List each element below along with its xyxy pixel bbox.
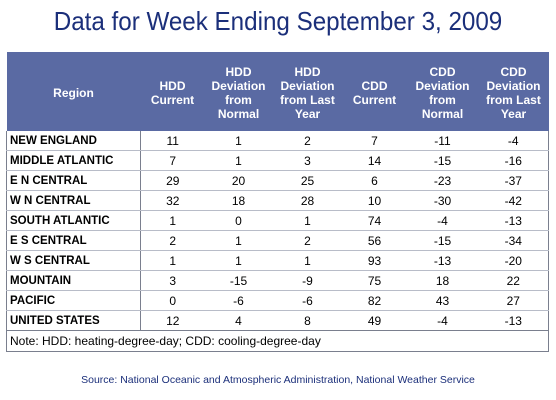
table-cell: -4 bbox=[406, 210, 479, 231]
table-cell: -9 bbox=[272, 270, 343, 291]
column-header: CDD Deviation from Last Year bbox=[478, 52, 549, 131]
table-row: W S CENTRAL 1 1 1 93 -13 -20 bbox=[6, 250, 549, 271]
table-cell: 1 bbox=[272, 210, 343, 231]
table-cell: -20 bbox=[478, 250, 549, 271]
table-cell: -34 bbox=[478, 230, 549, 251]
table-cell: 18 bbox=[406, 270, 479, 291]
table-cell: 25 bbox=[272, 170, 343, 191]
table-cell: -11 bbox=[406, 131, 479, 151]
table-cell: 1 bbox=[204, 250, 273, 271]
table-cell: 93 bbox=[342, 250, 407, 271]
table-cell: 1 bbox=[204, 230, 273, 251]
region-name-cell: W S CENTRAL bbox=[6, 250, 141, 271]
table-cell: 1 bbox=[140, 250, 205, 271]
column-header: HDD Deviation from Last Year bbox=[272, 52, 343, 131]
table-cell: 27 bbox=[478, 290, 549, 311]
table-row: E S CENTRAL 2 1 2 56 -15 -34 bbox=[6, 230, 549, 251]
table-cell: 18 bbox=[204, 190, 273, 211]
table-cell: 12 bbox=[140, 310, 205, 331]
table-cell: -13 bbox=[478, 310, 549, 331]
header-row: Region HDD Current HDD Deviation from No… bbox=[6, 52, 549, 131]
table-cell: -15 bbox=[204, 270, 273, 291]
table-cell: 20 bbox=[204, 170, 273, 191]
table-cell: 14 bbox=[342, 150, 407, 171]
column-header: HDD Current bbox=[140, 52, 205, 131]
table-cell: 75 bbox=[342, 270, 407, 291]
table-cell: 2 bbox=[272, 131, 343, 151]
table-cell: 28 bbox=[272, 190, 343, 211]
table-cell: -6 bbox=[272, 290, 343, 311]
table-cell: 43 bbox=[406, 290, 479, 311]
table-cell: 2 bbox=[140, 230, 205, 251]
table-cell: 74 bbox=[342, 210, 407, 231]
table-cell: 4 bbox=[204, 310, 273, 331]
table-row: MOUNTAIN 3 -15 -9 75 18 22 bbox=[6, 270, 549, 291]
table-cell: 2 bbox=[272, 230, 343, 251]
table-cell: 8 bbox=[272, 310, 343, 331]
table-row: SOUTH ATLANTIC 1 0 1 74 -4 -13 bbox=[6, 210, 549, 231]
table-cell: 0 bbox=[140, 290, 205, 311]
table-cell: -6 bbox=[204, 290, 273, 311]
table-cell: 82 bbox=[342, 290, 407, 311]
column-header: CDD Deviation from Normal bbox=[406, 52, 479, 131]
table-row: E N CENTRAL 29 20 25 6 -23 -37 bbox=[6, 170, 549, 191]
table-cell: -23 bbox=[406, 170, 479, 191]
table-cell: -15 bbox=[406, 230, 479, 251]
table-cell: -4 bbox=[406, 310, 479, 331]
table-body: NEW ENGLAND 11 1 2 7 -11 -4 MIDDLE ATLANTIC 7 1 3 1… bbox=[6, 131, 549, 331]
table-cell: 0 bbox=[204, 210, 273, 231]
table-cell: 29 bbox=[140, 170, 205, 191]
table-cell: -42 bbox=[478, 190, 549, 211]
region-name-cell: MOUNTAIN bbox=[6, 270, 141, 291]
table-row: NEW ENGLAND 11 1 2 7 -11 -4 bbox=[6, 131, 549, 151]
table-cell: 11 bbox=[140, 131, 205, 151]
table-cell: -4 bbox=[478, 131, 549, 151]
region-name-cell: E N CENTRAL bbox=[6, 170, 141, 191]
region-name-cell: PACIFIC bbox=[6, 290, 141, 311]
region-name-cell: SOUTH ATLANTIC bbox=[6, 210, 141, 231]
table-row: UNITED STATES 12 4 8 49 -4 -13 bbox=[6, 310, 549, 331]
table-cell: 6 bbox=[342, 170, 407, 191]
region-name-cell: MIDDLE ATLANTIC bbox=[6, 150, 141, 171]
table-row: MIDDLE ATLANTIC 7 1 3 14 -15 -16 bbox=[6, 150, 549, 171]
table-cell: 7 bbox=[140, 150, 205, 171]
region-name-cell: E S CENTRAL bbox=[6, 230, 141, 251]
column-header: Region bbox=[6, 52, 141, 131]
table-cell: -15 bbox=[406, 150, 479, 171]
degree-day-table: Region HDD Current HDD Deviation from No… bbox=[6, 52, 549, 352]
table-cell: 7 bbox=[342, 131, 407, 151]
table-cell: 3 bbox=[272, 150, 343, 171]
table-cell: -37 bbox=[478, 170, 549, 191]
table-cell: 1 bbox=[204, 150, 273, 171]
table-note: Note: HDD: heating-degree-day; CDD: cool… bbox=[6, 330, 549, 352]
table-cell: 56 bbox=[342, 230, 407, 251]
table-cell: 1 bbox=[204, 131, 273, 151]
table-cell: -30 bbox=[406, 190, 479, 211]
table-cell: 10 bbox=[342, 190, 407, 211]
table-cell: -13 bbox=[406, 250, 479, 271]
source-citation: Source: National Oceanic and Atmospheric… bbox=[81, 374, 475, 386]
table-cell: 32 bbox=[140, 190, 205, 211]
table-cell: -16 bbox=[478, 150, 549, 171]
table-cell: 49 bbox=[342, 310, 407, 331]
table-cell: 1 bbox=[272, 250, 343, 271]
region-name-cell: UNITED STATES bbox=[6, 310, 141, 331]
region-name-cell: NEW ENGLAND bbox=[6, 131, 141, 151]
table-row: PACIFIC 0 -6 -6 82 43 27 bbox=[6, 290, 549, 311]
column-header: CDD Current bbox=[342, 52, 407, 131]
table-cell: -13 bbox=[478, 210, 549, 231]
page-title: Data for Week Ending September 3, 2009 bbox=[53, 6, 503, 36]
column-header: HDD Deviation from Normal bbox=[204, 52, 273, 131]
table-cell: 22 bbox=[478, 270, 549, 291]
table-row: W N CENTRAL 32 18 28 10 -30 -42 bbox=[6, 190, 549, 211]
table-cell: 1 bbox=[140, 210, 205, 231]
region-name-cell: W N CENTRAL bbox=[6, 190, 141, 211]
table-cell: 3 bbox=[140, 270, 205, 291]
